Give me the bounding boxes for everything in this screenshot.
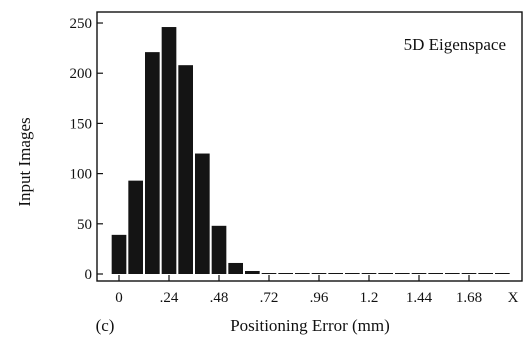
y-tick-label: 150	[70, 116, 93, 132]
histogram-bar	[445, 273, 460, 274]
histogram-bar	[161, 27, 177, 274]
x-tick-label: 1.2	[360, 290, 379, 306]
histogram-bar	[295, 273, 310, 274]
x-tick-label: .72	[260, 290, 279, 306]
y-axis-ticks: 0 50 100 150 200 250	[70, 16, 103, 283]
plot-frame	[96, 11, 523, 282]
x-axis-ticks: 0 .24 .48 .72 .96 1.2 1.44 1.68 X	[115, 275, 519, 306]
histogram-bar	[311, 273, 327, 274]
histogram-bar	[195, 153, 210, 274]
histogram-bar	[245, 270, 260, 274]
histogram-bar	[111, 234, 127, 274]
histogram-bar	[228, 262, 243, 274]
x-tick-label: .24	[160, 290, 179, 306]
chart-title: 5D Eigenspace	[404, 35, 506, 54]
histogram-bar	[478, 273, 493, 274]
y-tick-label: 50	[77, 217, 92, 233]
y-tick-label: 100	[70, 167, 93, 183]
x-tick-label: 1.68	[456, 290, 482, 306]
panel-label: (c)	[96, 316, 115, 335]
histogram-bar	[395, 273, 410, 274]
x-axis-label: Positioning Error (mm)	[230, 316, 390, 335]
histogram-bar	[361, 273, 377, 274]
histogram-bar	[261, 273, 277, 274]
histogram-bar	[128, 180, 143, 274]
histogram-bar	[461, 273, 477, 274]
x-tick-label: 0	[115, 290, 123, 306]
histogram-bar	[178, 65, 193, 275]
y-tick-label: 250	[70, 16, 93, 32]
histogram-bar	[328, 273, 343, 274]
x-tick-label: X	[508, 290, 519, 306]
x-tick-label: .96	[310, 290, 329, 306]
histogram-bar	[145, 52, 160, 274]
x-tick-label: .48	[210, 290, 229, 306]
histogram-bar	[411, 273, 427, 274]
x-tick-label: 1.44	[406, 290, 433, 306]
histogram-bar	[211, 225, 227, 274]
y-tick-label: 200	[70, 66, 93, 82]
histogram-bar	[378, 273, 393, 274]
bars-group	[111, 27, 510, 275]
histogram-bar	[278, 273, 293, 274]
y-axis-label: Input Images	[15, 117, 34, 206]
y-tick-label: 0	[85, 267, 93, 283]
histogram-bar	[428, 273, 443, 274]
histogram-bar	[495, 273, 510, 274]
histogram-bar	[345, 273, 360, 274]
